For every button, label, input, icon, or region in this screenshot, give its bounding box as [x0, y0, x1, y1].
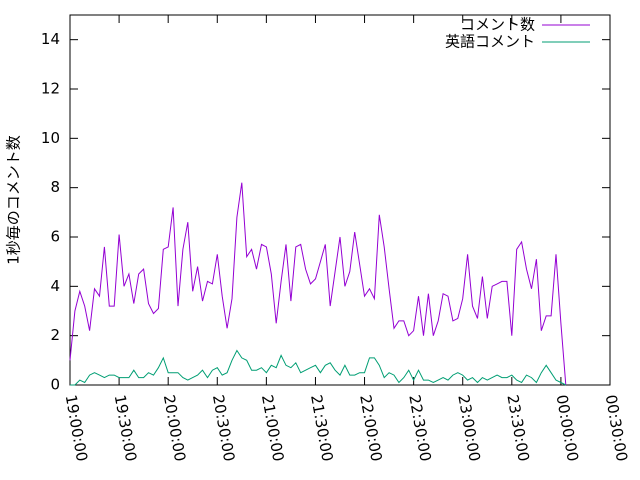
x-tick-label: 00:30:00: [602, 393, 631, 462]
series-line: [69, 182, 567, 386]
legend-label: 英語コメント: [445, 33, 535, 51]
x-tick-label: 20:30:00: [209, 393, 238, 462]
x-tick-label: 22:00:00: [356, 393, 385, 462]
x-tick-label: 23:30:00: [503, 393, 532, 462]
legend-label: コメント数: [460, 16, 535, 34]
y-tick-label: 0: [50, 376, 60, 394]
y-tick-label: 10: [41, 129, 60, 147]
y-tick-label: 6: [50, 228, 60, 246]
x-tick-label: 22:30:00: [405, 393, 434, 462]
y-tick-label: 14: [41, 30, 60, 48]
y-axis-label: 1秒毎のコメント数: [5, 135, 23, 265]
y-tick-label: 12: [41, 80, 60, 98]
y-tick-label: 8: [50, 178, 60, 196]
x-tick-label: 21:30:00: [307, 393, 336, 462]
x-tick-label: 21:00:00: [258, 393, 287, 462]
x-tick-label: 19:00:00: [62, 393, 91, 462]
series-line: [70, 349, 567, 386]
x-tick-label: 19:30:00: [111, 393, 140, 462]
y-tick-label: 2: [50, 326, 60, 344]
plot-border: [69, 14, 611, 386]
x-tick-label: 23:00:00: [454, 393, 483, 462]
x-tick-label: 00:00:00: [553, 393, 582, 462]
y-tick-label: 4: [50, 277, 60, 295]
x-tick-label: 20:00:00: [160, 393, 189, 462]
